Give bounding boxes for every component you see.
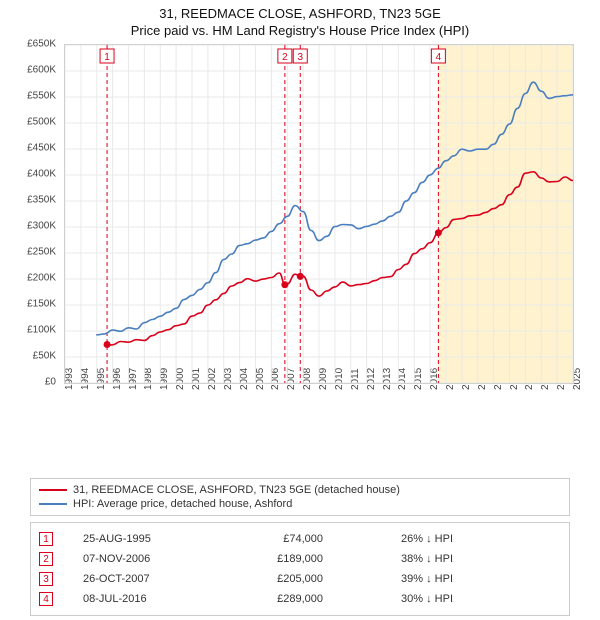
plot-frame: 1 23 4 bbox=[64, 44, 574, 384]
event-date: 26-OCT-2007 bbox=[83, 573, 203, 585]
event-date: 25-AUG-1995 bbox=[83, 533, 203, 545]
svg-text:2: 2 bbox=[282, 52, 288, 63]
y-tick-label: £50K bbox=[6, 351, 56, 362]
event-delta: 26% ↓ HPI bbox=[353, 533, 453, 545]
y-tick-label: £450K bbox=[6, 143, 56, 154]
event-price: £74,000 bbox=[233, 533, 323, 545]
title-line-1: 31, REEDMACE CLOSE, ASHFORD, TN23 5GE bbox=[0, 6, 600, 21]
legend-label: HPI: Average price, detached house, Ashf… bbox=[73, 498, 292, 510]
chart-svg: 1 23 4 bbox=[65, 45, 573, 383]
event-badge: 2 bbox=[39, 552, 53, 566]
y-tick-label: £150K bbox=[6, 299, 56, 310]
event-price: £189,000 bbox=[233, 553, 323, 565]
event-row: 3 26-OCT-2007 £205,000 39% ↓ HPI bbox=[39, 569, 561, 589]
event-row: 1 25-AUG-1995 £74,000 26% ↓ HPI bbox=[39, 529, 561, 549]
svg-text:3: 3 bbox=[297, 52, 303, 63]
svg-text:1: 1 bbox=[104, 52, 110, 63]
y-tick-label: £250K bbox=[6, 247, 56, 258]
y-tick-label: £400K bbox=[6, 169, 56, 180]
event-delta: 38% ↓ HPI bbox=[353, 553, 453, 565]
y-tick-label: £350K bbox=[6, 195, 56, 206]
event-date: 07-NOV-2006 bbox=[83, 553, 203, 565]
chart-area: £0£50K£100K£150K£200K£250K£300K£350K£400… bbox=[20, 44, 580, 424]
y-tick-label: £600K bbox=[6, 65, 56, 76]
event-delta: 39% ↓ HPI bbox=[353, 573, 453, 585]
svg-text:4: 4 bbox=[436, 52, 442, 63]
y-tick-label: £100K bbox=[6, 325, 56, 336]
event-price: £289,000 bbox=[233, 593, 323, 605]
legend-box: 31, REEDMACE CLOSE, ASHFORD, TN23 5GE (d… bbox=[30, 478, 570, 516]
event-badge: 4 bbox=[39, 592, 53, 606]
y-tick-label: £550K bbox=[6, 91, 56, 102]
y-tick-label: £0 bbox=[6, 377, 56, 388]
page-root: 31, REEDMACE CLOSE, ASHFORD, TN23 5GE Pr… bbox=[0, 0, 600, 620]
events-box: 1 25-AUG-1995 £74,000 26% ↓ HPI 2 07-NOV-2006… bbox=[30, 522, 570, 616]
y-tick-label: £500K bbox=[6, 117, 56, 128]
legend-swatch bbox=[39, 503, 67, 505]
event-row: 4 08-JUL-2016 £289,000 30% ↓ HPI bbox=[39, 589, 561, 609]
event-delta: 30% ↓ HPI bbox=[353, 593, 453, 605]
legend-swatch bbox=[39, 489, 67, 491]
y-tick-label: £300K bbox=[6, 221, 56, 232]
legend-label: 31, REEDMACE CLOSE, ASHFORD, TN23 5GE (d… bbox=[73, 484, 400, 496]
legend-row: HPI: Average price, detached house, Ashf… bbox=[39, 497, 561, 511]
y-tick-label: £650K bbox=[6, 39, 56, 50]
event-badge: 1 bbox=[39, 532, 53, 546]
event-date: 08-JUL-2016 bbox=[83, 593, 203, 605]
event-price: £205,000 bbox=[233, 573, 323, 585]
event-badge: 3 bbox=[39, 572, 53, 586]
title-line-2: Price paid vs. HM Land Registry's House … bbox=[0, 23, 600, 38]
y-tick-label: £200K bbox=[6, 273, 56, 284]
event-row: 2 07-NOV-2006 £189,000 38% ↓ HPI bbox=[39, 549, 561, 569]
legend-row: 31, REEDMACE CLOSE, ASHFORD, TN23 5GE (d… bbox=[39, 483, 561, 497]
